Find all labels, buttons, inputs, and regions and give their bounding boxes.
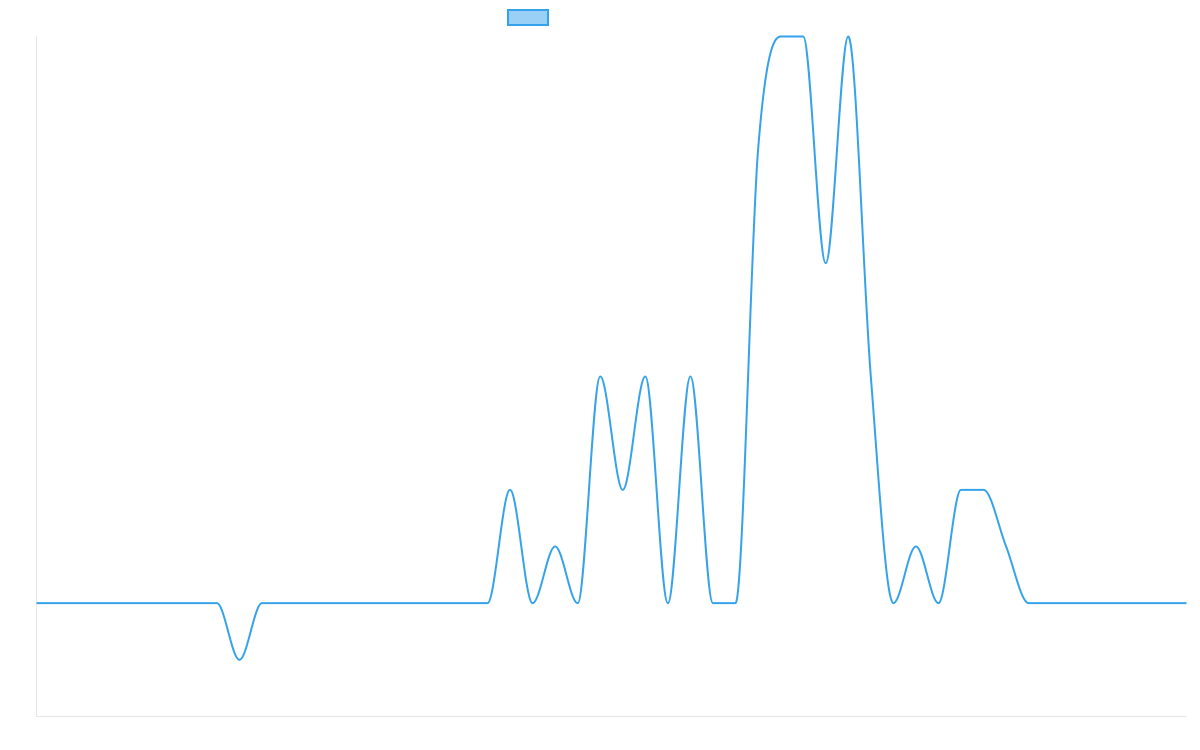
legend[interactable] — [507, 9, 549, 26]
axes — [36, 36, 1187, 717]
series-line-0 — [36, 35, 1187, 661]
legend-swatch[interactable] — [507, 9, 549, 26]
series-layer — [36, 35, 1187, 661]
